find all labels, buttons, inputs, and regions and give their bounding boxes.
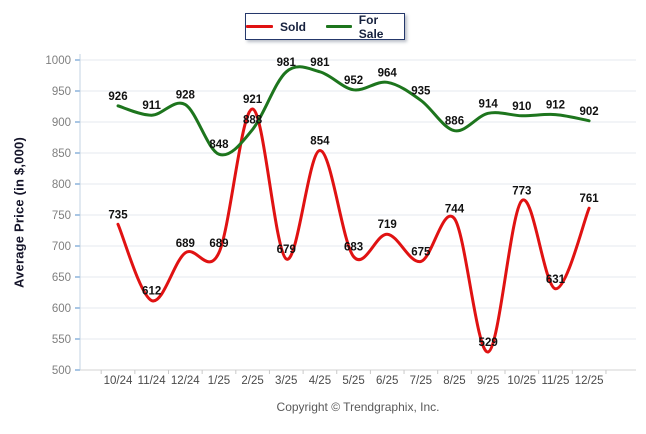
x-axis-label: 6/25 [376, 375, 398, 387]
y-tick-label: 600 [52, 303, 71, 315]
for-sale-line [116, 65, 591, 157]
data-label-for-sale: 926 [108, 91, 127, 103]
data-label-for-sale: 981 [310, 57, 330, 69]
y-tick-label: 650 [52, 272, 71, 284]
x-axis-label: 12/25 [575, 375, 604, 387]
legend: Sold For Sale [245, 13, 405, 41]
data-label-for-sale: 848 [209, 139, 229, 151]
data-label-for-sale: 928 [176, 90, 196, 102]
x-axis-label: 10/25 [507, 375, 536, 387]
data-label-sold: 921 [243, 94, 263, 106]
data-label-for-sale: 902 [580, 106, 599, 118]
y-axis-title: Average Price (in $,000) [11, 137, 27, 289]
data-label-for-sale: 910 [512, 101, 531, 113]
data-label-for-sale: 886 [445, 116, 464, 128]
x-axis-label: 9/25 [477, 375, 499, 387]
x-axis-label: 11/25 [541, 375, 569, 387]
data-label-for-sale: 911 [142, 100, 161, 112]
data-label-for-sale: 981 [277, 57, 297, 69]
data-label-sold: 631 [546, 274, 566, 286]
data-label-sold: 689 [209, 238, 228, 250]
legend-item-for-sale: For Sale [326, 13, 404, 41]
data-label-sold: 719 [378, 219, 397, 231]
data-label-for-sale: 912 [546, 100, 565, 112]
legend-label-for-sale: For Sale [358, 12, 384, 41]
data-label-for-sale: 935 [411, 85, 431, 97]
y-tick-label: 750 [52, 210, 71, 222]
x-axis-label: 2/25 [241, 375, 263, 387]
x-axis-label: 7/25 [410, 375, 432, 387]
copyright-text: Copyright © Trendgraphix, Inc. [276, 400, 440, 414]
data-label-sold: 773 [512, 186, 531, 198]
data-label-sold: 854 [310, 136, 330, 148]
for-sale-line-swatch [326, 25, 352, 28]
y-tick-label: 500 [52, 365, 71, 377]
data-label-sold: 529 [479, 337, 498, 349]
data-label-sold: 683 [344, 242, 363, 254]
x-axis-label: 8/25 [443, 375, 465, 387]
y-tick-label: 800 [52, 179, 71, 191]
x-axis-label: 4/25 [309, 375, 331, 387]
x-axis-label: 1/25 [208, 375, 230, 387]
data-label-for-sale: 964 [378, 67, 398, 79]
data-label-sold: 675 [411, 247, 431, 259]
y-tick-label: 550 [52, 334, 71, 346]
y-tick-label: 850 [52, 148, 71, 160]
data-label-sold: 761 [580, 193, 600, 205]
x-axis-label: 5/25 [342, 375, 364, 387]
data-label-for-sale: 952 [344, 75, 363, 87]
x-axis-label: 10/24 [104, 375, 133, 387]
legend-label-sold: Sold [280, 19, 306, 34]
data-label-sold: 612 [142, 286, 161, 298]
legend-item-sold: Sold [246, 20, 306, 34]
x-axis-label: 11/24 [138, 375, 167, 387]
data-label-sold: 689 [176, 238, 195, 250]
data-label-sold: 679 [277, 244, 296, 256]
y-tick-label: 700 [52, 241, 71, 253]
sold-line-swatch [246, 25, 273, 28]
data-label-for-sale: 914 [479, 98, 499, 110]
y-tick-label: 950 [52, 86, 71, 98]
y-tick-label: 1000 [45, 55, 71, 67]
x-axis-label: 12/24 [171, 375, 200, 387]
y-tick-label: 900 [52, 117, 71, 129]
sold-line [116, 107, 591, 354]
data-label-sold: 735 [108, 209, 128, 221]
data-label-sold: 744 [445, 204, 465, 216]
x-axis-label: 3/25 [275, 375, 297, 387]
data-label-for-sale: 888 [243, 114, 263, 126]
